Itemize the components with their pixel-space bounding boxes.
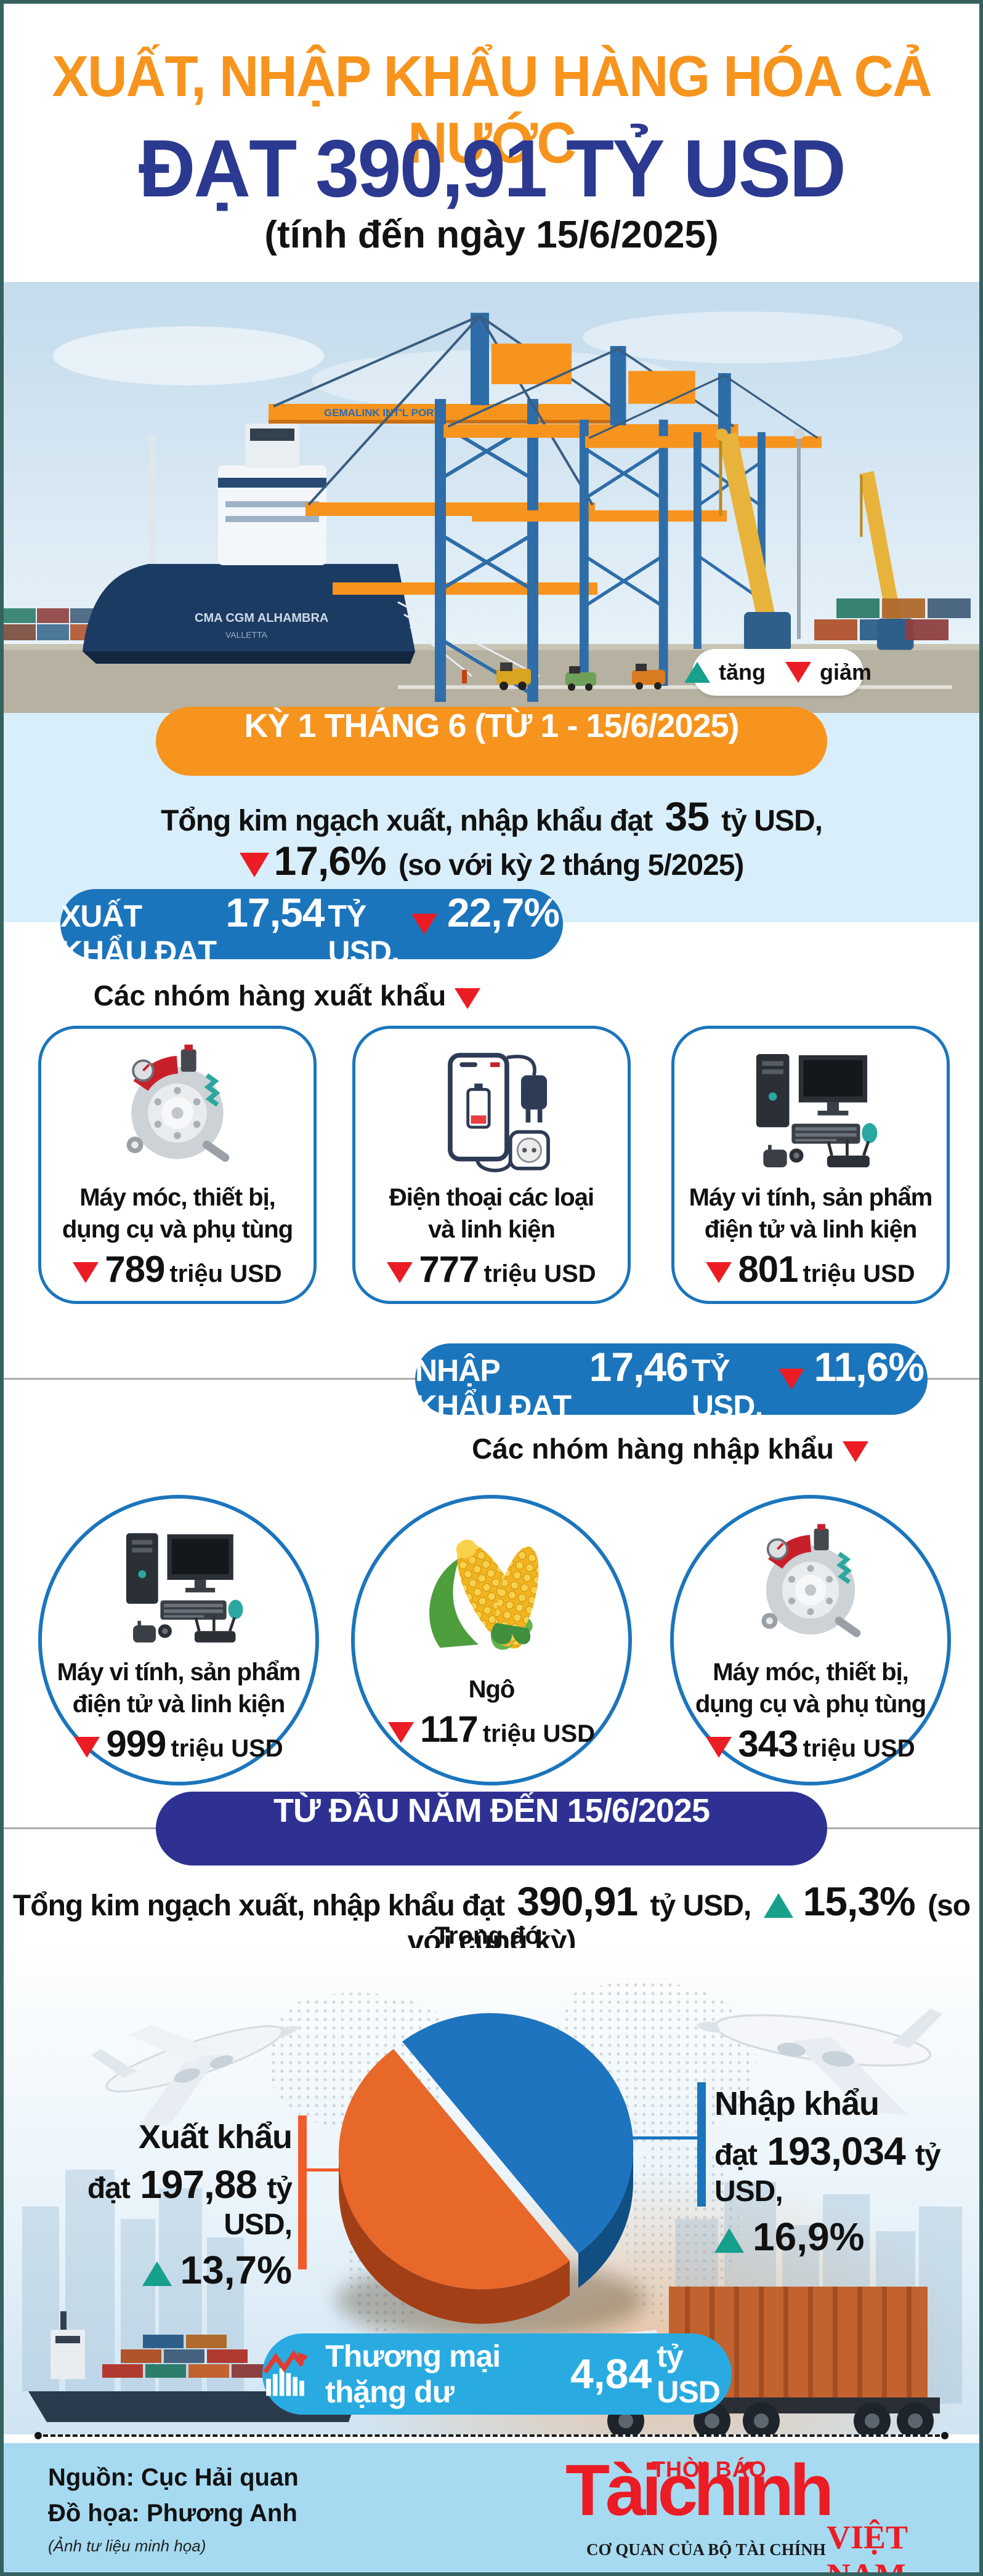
down-triangle-icon [73, 1262, 99, 1283]
logo-wordmark: Tàichính [565, 2450, 834, 2531]
import-callout-bar [697, 2082, 706, 2207]
period1-total-line: Tổng kim ngạch xuất, nhập khẩu đạt 35 tỷ… [161, 794, 823, 839]
ytd-total-line: Tổng kim ngạch xuất, nhập khẩu đạt 390,9… [12, 1878, 971, 1958]
headline-value: ĐẠT 390,91 TỶ USD [139, 123, 846, 214]
up-triangle-icon [714, 2228, 744, 2253]
import-card-computers: Máy vi tính, sản phẩm điện tử và linh kiệ… [38, 1495, 319, 1785]
export-callout: Xuất khẩu đạt 197,88 tỷ USD, 13,7% [87, 2119, 293, 2292]
trade-collage: Xuất khẩu đạt 197,88 tỷ USD, 13,7% Nhập … [4, 1948, 979, 2434]
legend: tăng giảm [684, 649, 872, 696]
import-card-corn: Ngô 117 triệu USD [351, 1495, 632, 1785]
airplane-icon [696, 2008, 943, 2115]
headline-date: (tính đến ngày 15/6/2025) [264, 214, 719, 256]
export-group-label: Các nhóm hàng xuất khẩu [4, 979, 570, 1012]
design-credit: Đồ họa: Phương Anh [48, 2500, 297, 2527]
up-triangle-icon [684, 662, 710, 683]
export-callout-bar [298, 2115, 307, 2269]
export-card-computers: Máy vi tính, sản phẩm điện tử và linh kiệ… [671, 1026, 950, 1304]
ytd-banner-label: TỪ ĐẦU NĂM ĐẾN 15/6/2025 [273, 1792, 710, 1829]
export-card-machinery: Máy móc, thiết bị, dụng cụ và phụ tùng 78… [38, 1026, 317, 1304]
import-card-machinery: Máy móc, thiết bị, dụng cụ và phụ tùng 34… [670, 1495, 951, 1785]
legend-up-label: tăng [718, 659, 766, 685]
down-triangle-icon [74, 1737, 100, 1758]
export-card-phones: Điện thoại các loại và linh kiện 777 triệu… [352, 1026, 631, 1304]
ship-name: CMA CGM ALHAMBRA [195, 611, 328, 625]
corn-icon [429, 1539, 539, 1650]
logo-topline: THỜI BÁO [652, 2457, 767, 2482]
page-title: XUẤT, NHẬP KHẨU HÀNG HÓA CẢ NƯỚC [52, 44, 932, 175]
down-triangle-icon [387, 1722, 414, 1743]
period1-banner: KỲ 1 THÁNG 6 (TỪ 1 - 15/6/2025) [156, 707, 827, 776]
footer: Nguồn: Cục Hải quan Đồ họa: Phương Anh (… [4, 2443, 979, 2572]
photo-note: (Ảnh tư liệu minh họa) [48, 2537, 206, 2555]
crane-port-label: GEMALINK INT'L PORT [324, 407, 440, 419]
ship-home-port: VALLETTA [225, 630, 268, 640]
yard-vehicles [462, 662, 665, 691]
import-callout-line [607, 2136, 697, 2139]
logo-country: VIỆT NAM [827, 2519, 908, 2576]
legend-down-label: giảm [819, 659, 872, 685]
airplane-icon [91, 2025, 299, 2133]
cargo-ship-icon [28, 2311, 364, 2422]
auto-parts-icon [761, 1524, 861, 1638]
down-triangle-icon [842, 1441, 868, 1462]
phone-charger-icon [448, 1053, 550, 1172]
logo-caption: CƠ QUAN CỦA BỘ TÀI CHÍNH [586, 2540, 826, 2559]
source-credit: Nguồn: Cục Hải quan [48, 2464, 299, 2491]
ytd-banner: TỪ ĐẦU NĂM ĐẾN 15/6/2025 [156, 1792, 827, 1866]
import-banner: NHẬP KHẨU ĐẠT 17,46 TỶ USD, 11,6% [415, 1343, 928, 1423]
down-triangle-icon [455, 988, 481, 1009]
container-ship: CMA CGM ALHAMBRA VALLETTA [83, 424, 540, 680]
growth-chart-icon [263, 2349, 309, 2396]
down-triangle-icon [706, 1262, 732, 1283]
down-triangle-icon [785, 662, 811, 683]
import-group-label: Các nhóm hàng nhập khẩu [413, 1432, 928, 1465]
dashed-divider [34, 2432, 949, 2439]
pie-slice-export [338, 2049, 570, 2324]
period1-banner-label: KỲ 1 THÁNG 6 (TỪ 1 - 15/6/2025) [244, 707, 739, 744]
down-triangle-icon [706, 1737, 732, 1758]
trade-pie-chart [336, 2013, 644, 2340]
pie-slice-import [402, 2013, 634, 2288]
up-triangle-icon [763, 1893, 793, 1918]
computer-icon [126, 1533, 243, 1643]
auto-parts-icon [126, 1044, 230, 1162]
down-triangle-icon [387, 1262, 413, 1283]
down-triangle-icon [778, 1369, 804, 1390]
gantry-cranes: GEMALINK INT'L PORT [269, 313, 822, 702]
trade-surplus-pill: Thương mại thặng dư 4,84 tỷ USD [262, 2333, 732, 2415]
port-photo-illustration: CMA CGM ALHAMBRA VALLETTA GEMALINK INT'L… [4, 282, 979, 717]
period1-change-line: 17,6% (so với kỳ 2 tháng 5/2025) [4, 837, 979, 884]
import-callout: Nhập khẩu đạt 193,034 tỷ USD, 16,9% [714, 2085, 941, 2259]
down-triangle-icon [239, 853, 269, 877]
up-triangle-icon [142, 2261, 172, 2286]
export-banner: XUẤT KHẨU ĐẠT 17,54 TỶ USD, 22,7% [60, 889, 563, 969]
ytd-in-which-label: Trong đó: [434, 1922, 549, 1949]
computer-icon [756, 1054, 878, 1167]
down-triangle-icon [411, 914, 437, 935]
